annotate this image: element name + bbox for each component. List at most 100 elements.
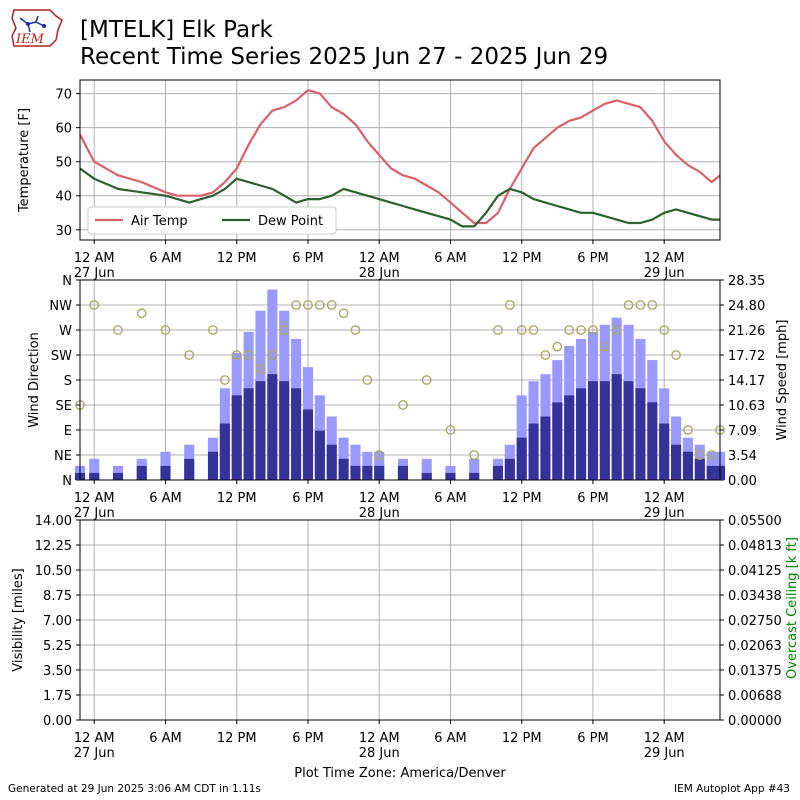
wind-direction-point	[374, 450, 385, 460]
x-tick-label: 12 PM	[502, 491, 542, 506]
wind-direction-point	[208, 325, 218, 335]
wind-speed-bar	[291, 388, 302, 480]
ceiling-tick-label: 0.01375	[728, 664, 782, 679]
wind-speed-bar	[504, 458, 515, 480]
speed-tick-label: 3.54	[728, 449, 757, 464]
direction-tick-label: S	[64, 374, 72, 389]
x-date-label: 29 Jun	[644, 506, 685, 521]
chart-subtitle: Recent Time Series 2025 Jun 27 - 2025 Ju…	[80, 44, 609, 70]
plot-frame	[79, 79, 721, 241]
x-date-label: 27 Jun	[74, 266, 115, 281]
wind-direction-point	[493, 325, 503, 335]
wind-direction-point	[588, 325, 598, 335]
wind-direction-point	[552, 341, 563, 352]
ceiling-tick-label: 0.02750	[728, 614, 782, 629]
speed-tick-label: 14.17	[728, 374, 765, 389]
wind-direction-point	[671, 350, 681, 360]
wind-direction-point	[136, 308, 147, 319]
x-tick-label: 12 AM	[74, 251, 115, 266]
wind-speed-bar	[397, 465, 409, 480]
speed-tick-label: 7.09	[728, 424, 757, 439]
wind-gust-bar	[89, 458, 100, 480]
x-tick-label: 12 AM	[74, 731, 115, 746]
wind-direction-point	[635, 300, 646, 310]
wind-direction-point	[303, 300, 313, 310]
wind-gust-bar	[469, 458, 480, 480]
wind-direction-point	[338, 308, 349, 319]
wind-speed-bar	[255, 381, 266, 480]
x-tick-label: 6 PM	[577, 731, 608, 746]
wind-speed-axis-label: Wind Speed [mph]	[775, 320, 790, 441]
visibility-tick-label: 1.75	[43, 689, 72, 704]
x-tick-label: 12 AM	[359, 731, 400, 746]
wind-direction-point	[421, 375, 432, 385]
wind-speed-bar	[207, 451, 219, 480]
wind-speed-bar	[611, 374, 622, 480]
wind-speed-bar	[136, 465, 147, 480]
wind-direction-point	[231, 350, 242, 360]
wind-speed-bar	[469, 472, 480, 480]
wind-direction-point	[564, 325, 575, 335]
wind-speed-bar	[374, 465, 385, 480]
wind-direction-point	[647, 300, 658, 310]
wind-direction-point	[160, 325, 171, 335]
wind-direction-point	[291, 300, 302, 310]
ceiling-tick-label: 0.02063	[728, 639, 782, 654]
x-tick-label: 6 AM	[149, 251, 182, 266]
wind-speed-bar	[599, 381, 610, 480]
visibility-tick-label: 3.50	[43, 664, 72, 679]
wind-speed-bar	[350, 465, 361, 480]
x-tick-label: 12 AM	[359, 491, 400, 506]
x-tick-label: 6 PM	[292, 491, 323, 506]
wind-gust-bar	[421, 458, 432, 480]
plot-frame	[79, 519, 721, 721]
direction-tick-label: N	[62, 274, 72, 289]
direction-tick-label: E	[64, 424, 72, 439]
wind-gust-bar	[516, 395, 527, 480]
wind-direction-point	[255, 363, 266, 374]
ceiling-tick-label: 0.04125	[728, 564, 782, 579]
wind-speed-bar	[219, 423, 230, 480]
wind-direction-point	[576, 325, 586, 335]
wind-speed-bar	[314, 430, 325, 480]
wind-speed-bar	[326, 444, 337, 480]
temperature-axis-label: Temperature [F]	[17, 108, 32, 213]
wind-speed-bar	[492, 465, 504, 480]
wind-direction-point	[528, 325, 539, 335]
wind-speed-bar	[706, 465, 717, 480]
wind-speed-bar	[362, 465, 373, 480]
speed-tick-label: 21.26	[728, 324, 765, 339]
ceiling-tick-label: 0.05500	[728, 514, 782, 529]
x-tick-label: 6 PM	[577, 491, 608, 506]
wind-direction-point	[398, 400, 408, 410]
y-tick-label: 30	[55, 224, 72, 239]
ceiling-tick-label: 0.04813	[728, 539, 782, 554]
visibility-tick-label: 12.25	[35, 539, 72, 554]
wind-direction-point	[362, 375, 373, 385]
timezone-label: Plot Time Zone: America/Denver	[294, 766, 506, 781]
wind-speed-bar	[516, 437, 527, 480]
wind-speed-bar	[576, 388, 587, 480]
generated-footer: Generated at 29 Jun 2025 3:06 AM CDT in …	[8, 783, 261, 795]
wind-speed-bar	[421, 472, 432, 480]
wind-speed-bar	[112, 472, 124, 480]
wind-direction-point	[683, 425, 693, 435]
wind-speed-bar	[635, 388, 646, 480]
wind-gust-bar	[350, 444, 361, 480]
wind-direction-point	[184, 350, 195, 360]
wind-direction-point	[219, 375, 230, 385]
wind-speed-bar	[540, 416, 551, 480]
wind-direction-point	[326, 300, 337, 310]
x-date-label: 28 Jun	[359, 506, 400, 521]
speed-tick-label: 28.35	[728, 274, 765, 289]
direction-tick-label: N	[62, 474, 72, 489]
wind-speed-bar	[694, 458, 705, 480]
x-tick-label: 12 AM	[644, 491, 685, 506]
x-date-label: 28 Jun	[359, 746, 400, 761]
wind-direction-point	[243, 350, 254, 360]
wind-speed-bar	[279, 381, 290, 480]
wind-direction-point	[694, 450, 705, 460]
logo-text: IEM	[15, 32, 45, 47]
direction-tick-label: NW	[49, 299, 72, 314]
